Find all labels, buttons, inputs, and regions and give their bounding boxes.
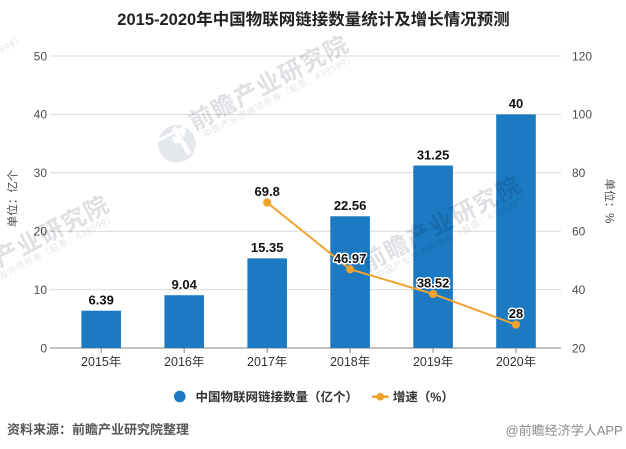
svg-text:22.56: 22.56	[334, 198, 367, 213]
svg-text:2020: 2020	[496, 355, 524, 369]
svg-text:50: 50	[34, 49, 48, 63]
svg-text:9.04: 9.04	[172, 277, 198, 292]
svg-text:2016: 2016	[164, 355, 192, 369]
svg-text:40: 40	[509, 96, 523, 111]
svg-text:80: 80	[572, 166, 586, 180]
svg-text:2018: 2018	[330, 355, 358, 369]
svg-text:28: 28	[509, 306, 523, 321]
svg-text:@: @	[505, 423, 518, 438]
svg-text:APP: APP	[597, 423, 623, 438]
svg-text:20: 20	[572, 341, 586, 355]
svg-text:%: %	[603, 213, 615, 223]
svg-text:120: 120	[572, 49, 592, 63]
svg-text:100: 100	[572, 108, 592, 122]
svg-text:60: 60	[572, 225, 586, 239]
svg-text:2015-2020: 2015-2020	[117, 11, 196, 29]
svg-text:40: 40	[34, 108, 48, 122]
svg-text:31.25: 31.25	[417, 147, 450, 162]
svg-text:46.97: 46.97	[334, 251, 367, 266]
svg-text:10: 10	[34, 283, 48, 297]
svg-text:69.8: 69.8	[255, 184, 280, 199]
svg-text:%: %	[430, 390, 441, 404]
svg-text:0: 0	[40, 341, 47, 355]
svg-text:2019: 2019	[413, 355, 441, 369]
svg-text:30: 30	[34, 166, 48, 180]
svg-text:6.39: 6.39	[89, 292, 114, 307]
svg-text:38.52: 38.52	[417, 275, 450, 290]
svg-text:40: 40	[572, 283, 586, 297]
svg-text:15.35: 15.35	[251, 240, 284, 255]
svg-text:2017: 2017	[247, 355, 275, 369]
svg-text:2015: 2015	[81, 355, 109, 369]
